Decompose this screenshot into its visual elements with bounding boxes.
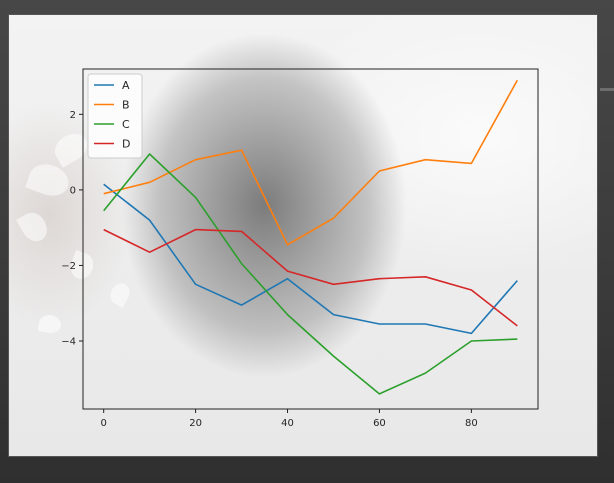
legend-label-a: A xyxy=(122,79,130,92)
y-tick-label: 2 xyxy=(70,110,76,121)
x-tick-label: 80 xyxy=(465,418,478,429)
series-line-d xyxy=(103,228,518,327)
y-tick-label: −4 xyxy=(61,337,76,348)
series-line-b xyxy=(103,79,519,246)
series-line-c xyxy=(103,153,518,395)
legend-box xyxy=(87,73,143,159)
x-tick-label: 60 xyxy=(373,418,386,429)
series-lines xyxy=(103,79,519,395)
y-tick-label: 0 xyxy=(70,185,76,196)
legend-label-d: D xyxy=(122,138,130,151)
plot-area-frame xyxy=(82,68,539,410)
y-tick-label: −2 xyxy=(61,261,76,272)
x-tick-label: 20 xyxy=(189,418,202,429)
x-tick-label: 0 xyxy=(100,418,106,429)
series-line-a xyxy=(103,183,518,335)
y-axis: −4 −2 0 2 xyxy=(61,110,83,348)
legend-label-c: C xyxy=(122,118,130,131)
x-tick-label: 40 xyxy=(281,418,294,429)
x-axis: 0 20 40 60 80 xyxy=(100,409,478,429)
legend-label-b: B xyxy=(122,99,130,112)
window-edge-handle[interactable] xyxy=(600,88,614,91)
